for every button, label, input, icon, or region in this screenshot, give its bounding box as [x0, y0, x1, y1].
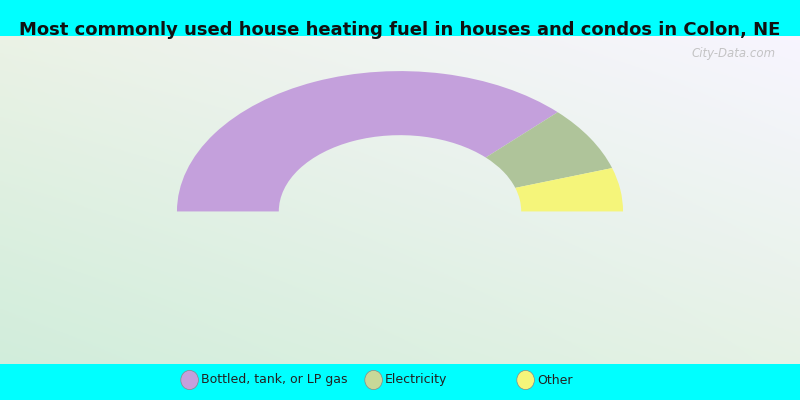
Ellipse shape — [181, 370, 198, 390]
Ellipse shape — [365, 370, 382, 390]
Text: City-Data.com: City-Data.com — [692, 47, 776, 60]
Wedge shape — [486, 112, 612, 188]
Text: Most commonly used house heating fuel in houses and condos in Colon, NE: Most commonly used house heating fuel in… — [19, 21, 781, 39]
Text: Bottled, tank, or LP gas: Bottled, tank, or LP gas — [201, 374, 347, 386]
Text: Electricity: Electricity — [385, 374, 447, 386]
Wedge shape — [515, 168, 623, 212]
Wedge shape — [177, 71, 558, 212]
Text: Other: Other — [537, 374, 572, 386]
Ellipse shape — [517, 370, 534, 390]
